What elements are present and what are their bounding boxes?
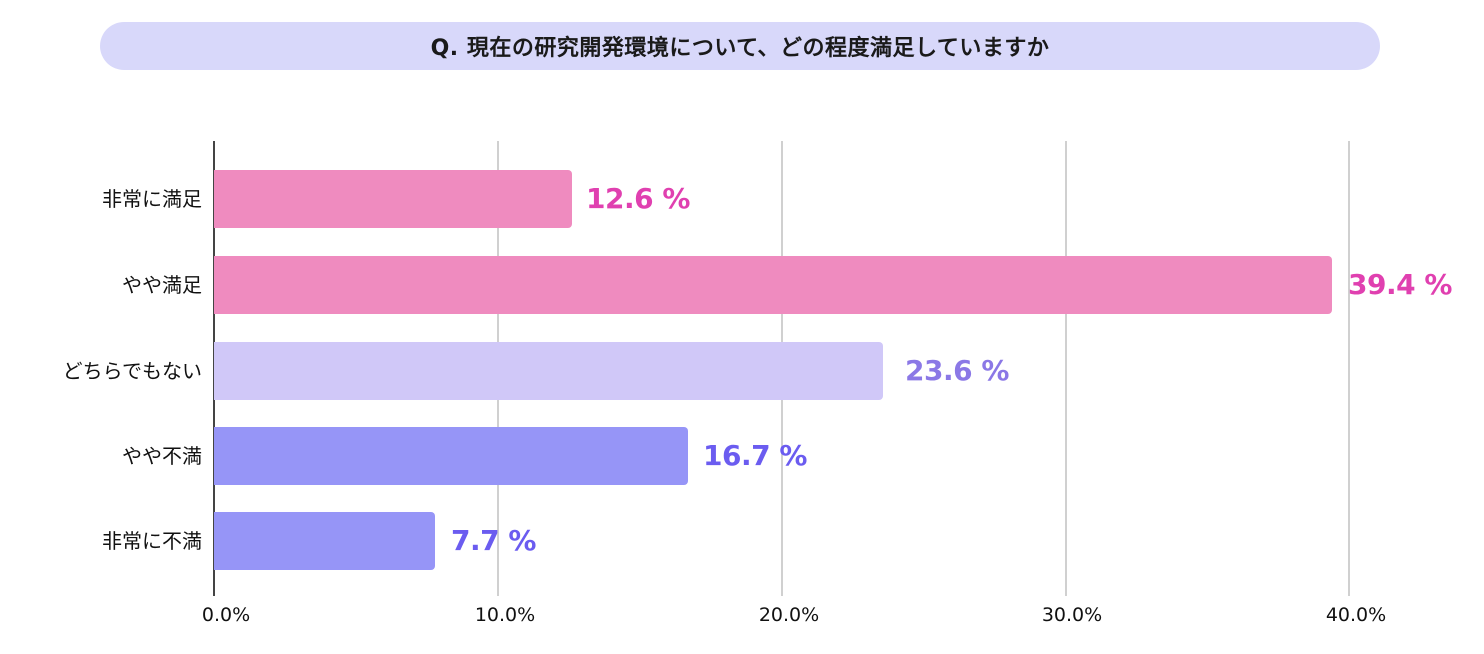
category-label: どちらでもない <box>62 359 202 383</box>
chart-title: Q. 現在の研究開発環境について、どの程度満足していますか <box>430 36 1050 61</box>
value-label: 12.6 % <box>586 182 690 215</box>
bar-somewhat-satisfied <box>214 256 1332 314</box>
x-tick-label: 10.0% <box>474 604 536 626</box>
gridline-30 <box>1065 141 1067 596</box>
bar-very-satisfied <box>214 170 572 228</box>
category-label: 非常に不満 <box>102 529 202 553</box>
bar-somewhat-dissatisfied <box>214 427 688 485</box>
x-tick-label: 30.0% <box>1041 604 1103 626</box>
category-label: 非常に満足 <box>102 187 202 211</box>
bar-neutral <box>214 342 883 400</box>
value-label: 39.4 % <box>1348 268 1452 301</box>
value-label: 7.7 % <box>451 524 536 557</box>
category-label: やや不満 <box>122 444 202 468</box>
x-tick-label: 0.0% <box>201 604 251 626</box>
bar-very-dissatisfied <box>214 512 435 570</box>
question-title-banner: Q. 現在の研究開発環境について、どの程度満足していますか <box>100 22 1380 70</box>
x-tick-label: 20.0% <box>758 604 820 626</box>
category-label: やや満足 <box>122 273 202 297</box>
x-tick-label: 40.0% <box>1325 604 1387 626</box>
value-label: 16.7 % <box>703 439 807 472</box>
gridline-40 <box>1348 141 1350 596</box>
value-label: 23.6 % <box>905 354 1009 387</box>
